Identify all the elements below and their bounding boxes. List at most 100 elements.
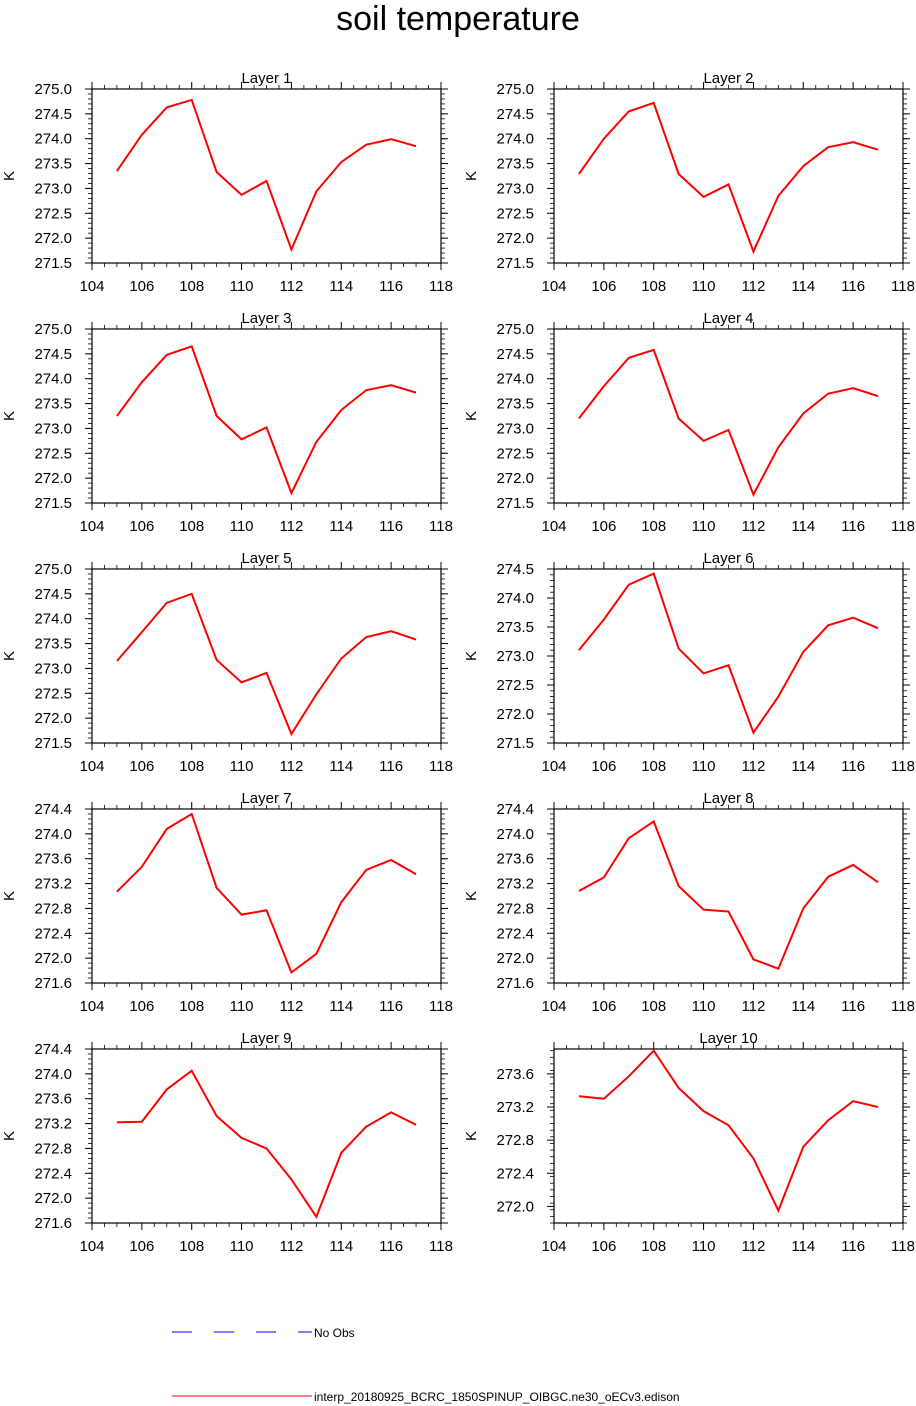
y-tick-label: 273.0 (34, 660, 72, 677)
y-tick-label: 274.5 (34, 106, 72, 123)
y-tick-label: 271.5 (496, 735, 534, 752)
x-tick-label: 116 (841, 1238, 865, 1255)
x-tick-label: 106 (591, 278, 616, 295)
y-axis-label: K (1, 1131, 18, 1141)
y-axis-label: K (463, 891, 480, 901)
series-line (116, 98, 417, 253)
x-tick-label: 118 (429, 278, 453, 295)
y-tick-label: 274.5 (496, 561, 534, 578)
x-tick-label: 112 (741, 758, 765, 775)
plot-frame (553, 1048, 904, 1224)
y-tick-label: 274.0 (34, 611, 72, 628)
x-tick-label: 104 (79, 998, 104, 1015)
y-tick-label: 273.6 (34, 1091, 72, 1108)
x-tick-label: 116 (379, 1238, 403, 1255)
x-tick-label: 112 (741, 278, 765, 295)
x-tick-label: 118 (891, 518, 915, 535)
x-tick-label: 104 (541, 518, 566, 535)
x-tick-label: 112 (741, 518, 765, 535)
y-tick-label: 274.4 (34, 801, 72, 818)
x-tick-label: 106 (591, 518, 616, 535)
y-axis-label: K (1, 171, 18, 181)
panel-title: Layer 10 (699, 1030, 757, 1047)
y-tick-label: 274.0 (496, 590, 534, 607)
x-tick-label: 108 (641, 1238, 666, 1255)
y-tick-label: 273.6 (496, 1066, 534, 1083)
y-tick-label: 273.2 (496, 876, 534, 893)
y-tick-label: 271.6 (34, 975, 72, 992)
x-tick-label: 110 (230, 278, 254, 295)
plot-frame (91, 1048, 442, 1224)
x-tick-label: 116 (379, 758, 403, 775)
panel-title: Layer 2 (703, 70, 753, 87)
y-axis-label: K (463, 1131, 480, 1141)
plot-frame (553, 88, 904, 264)
x-tick-label: 114 (791, 1238, 815, 1255)
series-line (116, 592, 417, 737)
x-tick-label: 106 (129, 278, 154, 295)
y-tick-label: 272.0 (496, 706, 534, 723)
panel-title: Layer 8 (703, 790, 753, 807)
panel-layer-9: Layer 9 K 104 106 108 110 112 114 116 118 271.6 272… (1, 1030, 453, 1255)
y-tick-label: 273.2 (34, 1116, 72, 1133)
legend-no-obs-line (172, 1331, 312, 1333)
series-line (578, 819, 879, 970)
x-tick-label: 118 (891, 998, 915, 1015)
x-tick-label: 106 (591, 998, 616, 1015)
y-tick-label: 275.0 (34, 321, 72, 338)
x-tick-label: 108 (179, 758, 204, 775)
panel-title: Layer 7 (241, 790, 291, 807)
panel-title: Layer 4 (703, 310, 753, 327)
x-tick-label: 108 (179, 998, 204, 1015)
x-tick-label: 110 (692, 278, 716, 295)
x-tick-label: 104 (79, 518, 104, 535)
plot-frame (91, 808, 442, 984)
x-tick-label: 110 (230, 758, 254, 775)
panel-layer-3: Layer 3 K 104 106 108 110 112 114 116 118 271.5 272… (1, 310, 453, 535)
y-tick-label: 272.0 (34, 1190, 72, 1207)
y-tick-label: 272.0 (496, 950, 534, 967)
x-tick-label: 108 (179, 278, 204, 295)
y-tick-label: 272.0 (34, 230, 72, 247)
x-tick-label: 110 (230, 998, 254, 1015)
x-tick-label: 104 (541, 998, 566, 1015)
y-tick-label: 273.5 (34, 396, 72, 413)
y-tick-label: 274.0 (496, 131, 534, 148)
y-tick-label: 275.0 (34, 561, 72, 578)
y-tick-label: 274.4 (496, 801, 534, 818)
y-tick-label: 275.0 (496, 321, 534, 338)
x-tick-label: 112 (279, 758, 303, 775)
y-tick-label: 272.8 (496, 1132, 534, 1149)
x-tick-label: 118 (891, 758, 915, 775)
y-tick-label: 274.5 (496, 346, 534, 363)
series-line (116, 345, 417, 496)
y-tick-label: 272.0 (496, 1198, 534, 1215)
y-axis-label: K (1, 891, 18, 901)
x-tick-label: 116 (841, 278, 865, 295)
plot-frame (553, 568, 904, 744)
x-tick-label: 110 (692, 1238, 716, 1255)
panel-layer-8: Layer 8 K 104 106 108 110 112 114 116 118 271.6 272… (463, 790, 915, 1015)
y-tick-label: 273.0 (496, 648, 534, 665)
panel-layer-5: Layer 5 K 104 106 108 110 112 114 116 118 271.5 272… (1, 550, 453, 775)
plot-frame (553, 808, 904, 984)
x-tick-label: 106 (129, 758, 154, 775)
y-tick-label: 273.0 (496, 420, 534, 437)
y-tick-label: 273.5 (496, 619, 534, 636)
y-tick-label: 272.5 (34, 445, 72, 462)
x-tick-label: 116 (379, 278, 403, 295)
series-line (578, 1049, 879, 1214)
x-tick-label: 114 (329, 278, 353, 295)
x-tick-label: 118 (429, 518, 453, 535)
x-tick-label: 106 (129, 998, 154, 1015)
legend-model-line (172, 1395, 312, 1397)
plot-frame (91, 88, 442, 264)
panel-title: Layer 6 (703, 550, 753, 567)
y-tick-label: 272.5 (496, 205, 534, 222)
panel-layer-1: Layer 1 K 104 106 108 110 112 114 116 118 271.5 272… (1, 70, 453, 295)
y-axis-label: K (463, 651, 480, 661)
series-line (116, 812, 417, 975)
panel-layer-4: Layer 4 K 104 106 108 110 112 114 116 118 271.5 272… (463, 310, 915, 535)
x-tick-label: 112 (279, 518, 303, 535)
